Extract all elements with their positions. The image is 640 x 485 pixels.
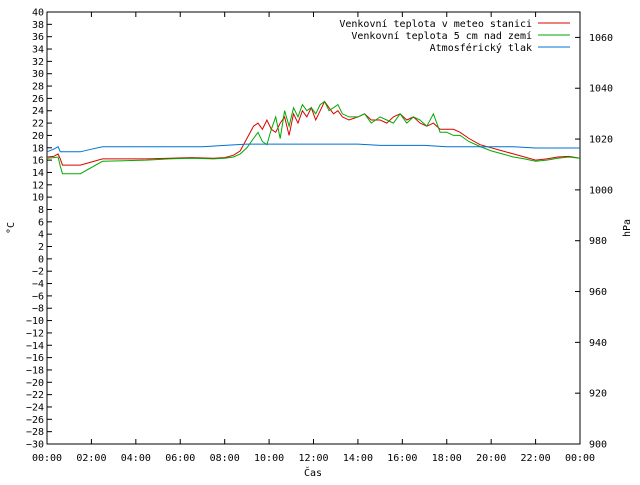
x-tick-label: 08:00 <box>210 453 240 464</box>
y-tick-label: −30 <box>26 440 44 451</box>
y2-tick-label: 1060 <box>589 33 613 44</box>
x-tick-label: 12:00 <box>298 453 328 464</box>
y-tick-label: 28 <box>32 82 44 93</box>
y-tick-label: 16 <box>32 156 44 167</box>
y-tick-label: −26 <box>26 415 44 426</box>
y-tick-label: 4 <box>38 230 44 241</box>
y-tick-label: 22 <box>32 119 44 130</box>
y-tick-label: −2 <box>32 267 44 278</box>
y2-tick-label: 900 <box>589 440 607 451</box>
y2-axis-label-group: hPa <box>622 219 633 237</box>
x-tick-label: 10:00 <box>254 453 284 464</box>
x-tick-label: 18:00 <box>432 453 462 464</box>
series-line-2 <box>46 100 581 175</box>
y-tick-label: 40 <box>32 8 44 19</box>
y2-axis-label: hPa <box>622 219 633 237</box>
y-tick-label: −18 <box>26 365 44 376</box>
y-tick-label: 6 <box>38 217 44 228</box>
y-tick-label: 10 <box>32 193 44 204</box>
y-tick-label: 12 <box>32 180 44 191</box>
y-tick-label: −20 <box>26 378 44 389</box>
y-tick-label: −22 <box>26 390 44 401</box>
y-tick-label: 20 <box>32 131 44 142</box>
x-tick-label: 00:00 <box>565 453 595 464</box>
legend-label: Venkovní teplota 5 cm nad zemí <box>351 30 532 42</box>
y-tick-label: −10 <box>26 316 44 327</box>
y-tick-label: 26 <box>32 94 44 105</box>
legend-label: Atmosférický tlak <box>430 42 532 54</box>
y-tick-label: 38 <box>32 20 44 31</box>
y2-tick-label: 1000 <box>589 185 613 196</box>
plot-frame <box>46 11 581 445</box>
legend: Venkovní teplota v meteo staniciVenkovní… <box>339 18 570 54</box>
x-tick-label: 00:00 <box>32 453 62 464</box>
legend-label: Venkovní teplota v meteo stanici <box>339 18 532 30</box>
x-tick-label: 06:00 <box>165 453 195 464</box>
y-tick-label: 2 <box>38 242 44 253</box>
y-axis-label-group: °C <box>6 222 17 234</box>
x-axis-label: Čas <box>304 466 322 479</box>
x-tick-label: 16:00 <box>387 453 417 464</box>
y-tick-label: 24 <box>32 106 44 117</box>
y2-tick-label: 920 <box>589 389 607 400</box>
y-tick-label: 18 <box>32 143 44 154</box>
y-tick-label: −24 <box>26 402 44 413</box>
y2-tick-label: 940 <box>589 338 607 349</box>
y2-tick-label: 960 <box>589 287 607 298</box>
y-axis-label: °C <box>6 222 17 234</box>
y-tick-label: 34 <box>32 45 44 56</box>
y-tick-label: −14 <box>26 341 44 352</box>
y-tick-label: 8 <box>38 205 44 216</box>
x-tick-label: 02:00 <box>76 453 106 464</box>
y-tick-label: 30 <box>32 69 44 80</box>
y-tick-label: 0 <box>38 254 44 265</box>
y-tick-label: −8 <box>32 304 44 315</box>
y-tick-label: −28 <box>26 427 44 438</box>
y-tick-label: −6 <box>32 291 44 302</box>
x-tick-label: 14:00 <box>343 453 373 464</box>
y-tick-label: −12 <box>26 328 44 339</box>
x-tick-label: 04:00 <box>121 453 151 464</box>
series-group <box>46 100 581 175</box>
series-line-3 <box>46 143 580 153</box>
y-tick-label: 36 <box>32 32 44 43</box>
y2-tick-label: 1040 <box>589 84 613 95</box>
ticks-group: 4038363432302826242220181614121086420−2−… <box>26 8 613 465</box>
x-tick-label: 20:00 <box>476 453 506 464</box>
y2-tick-label: 1020 <box>589 135 613 146</box>
y-tick-label: 32 <box>32 57 44 68</box>
x-tick-label: 22:00 <box>521 453 551 464</box>
y-tick-label: −16 <box>26 353 44 364</box>
y-tick-label: −4 <box>32 279 44 290</box>
y2-tick-label: 980 <box>589 236 607 247</box>
y-tick-label: 14 <box>32 168 44 179</box>
